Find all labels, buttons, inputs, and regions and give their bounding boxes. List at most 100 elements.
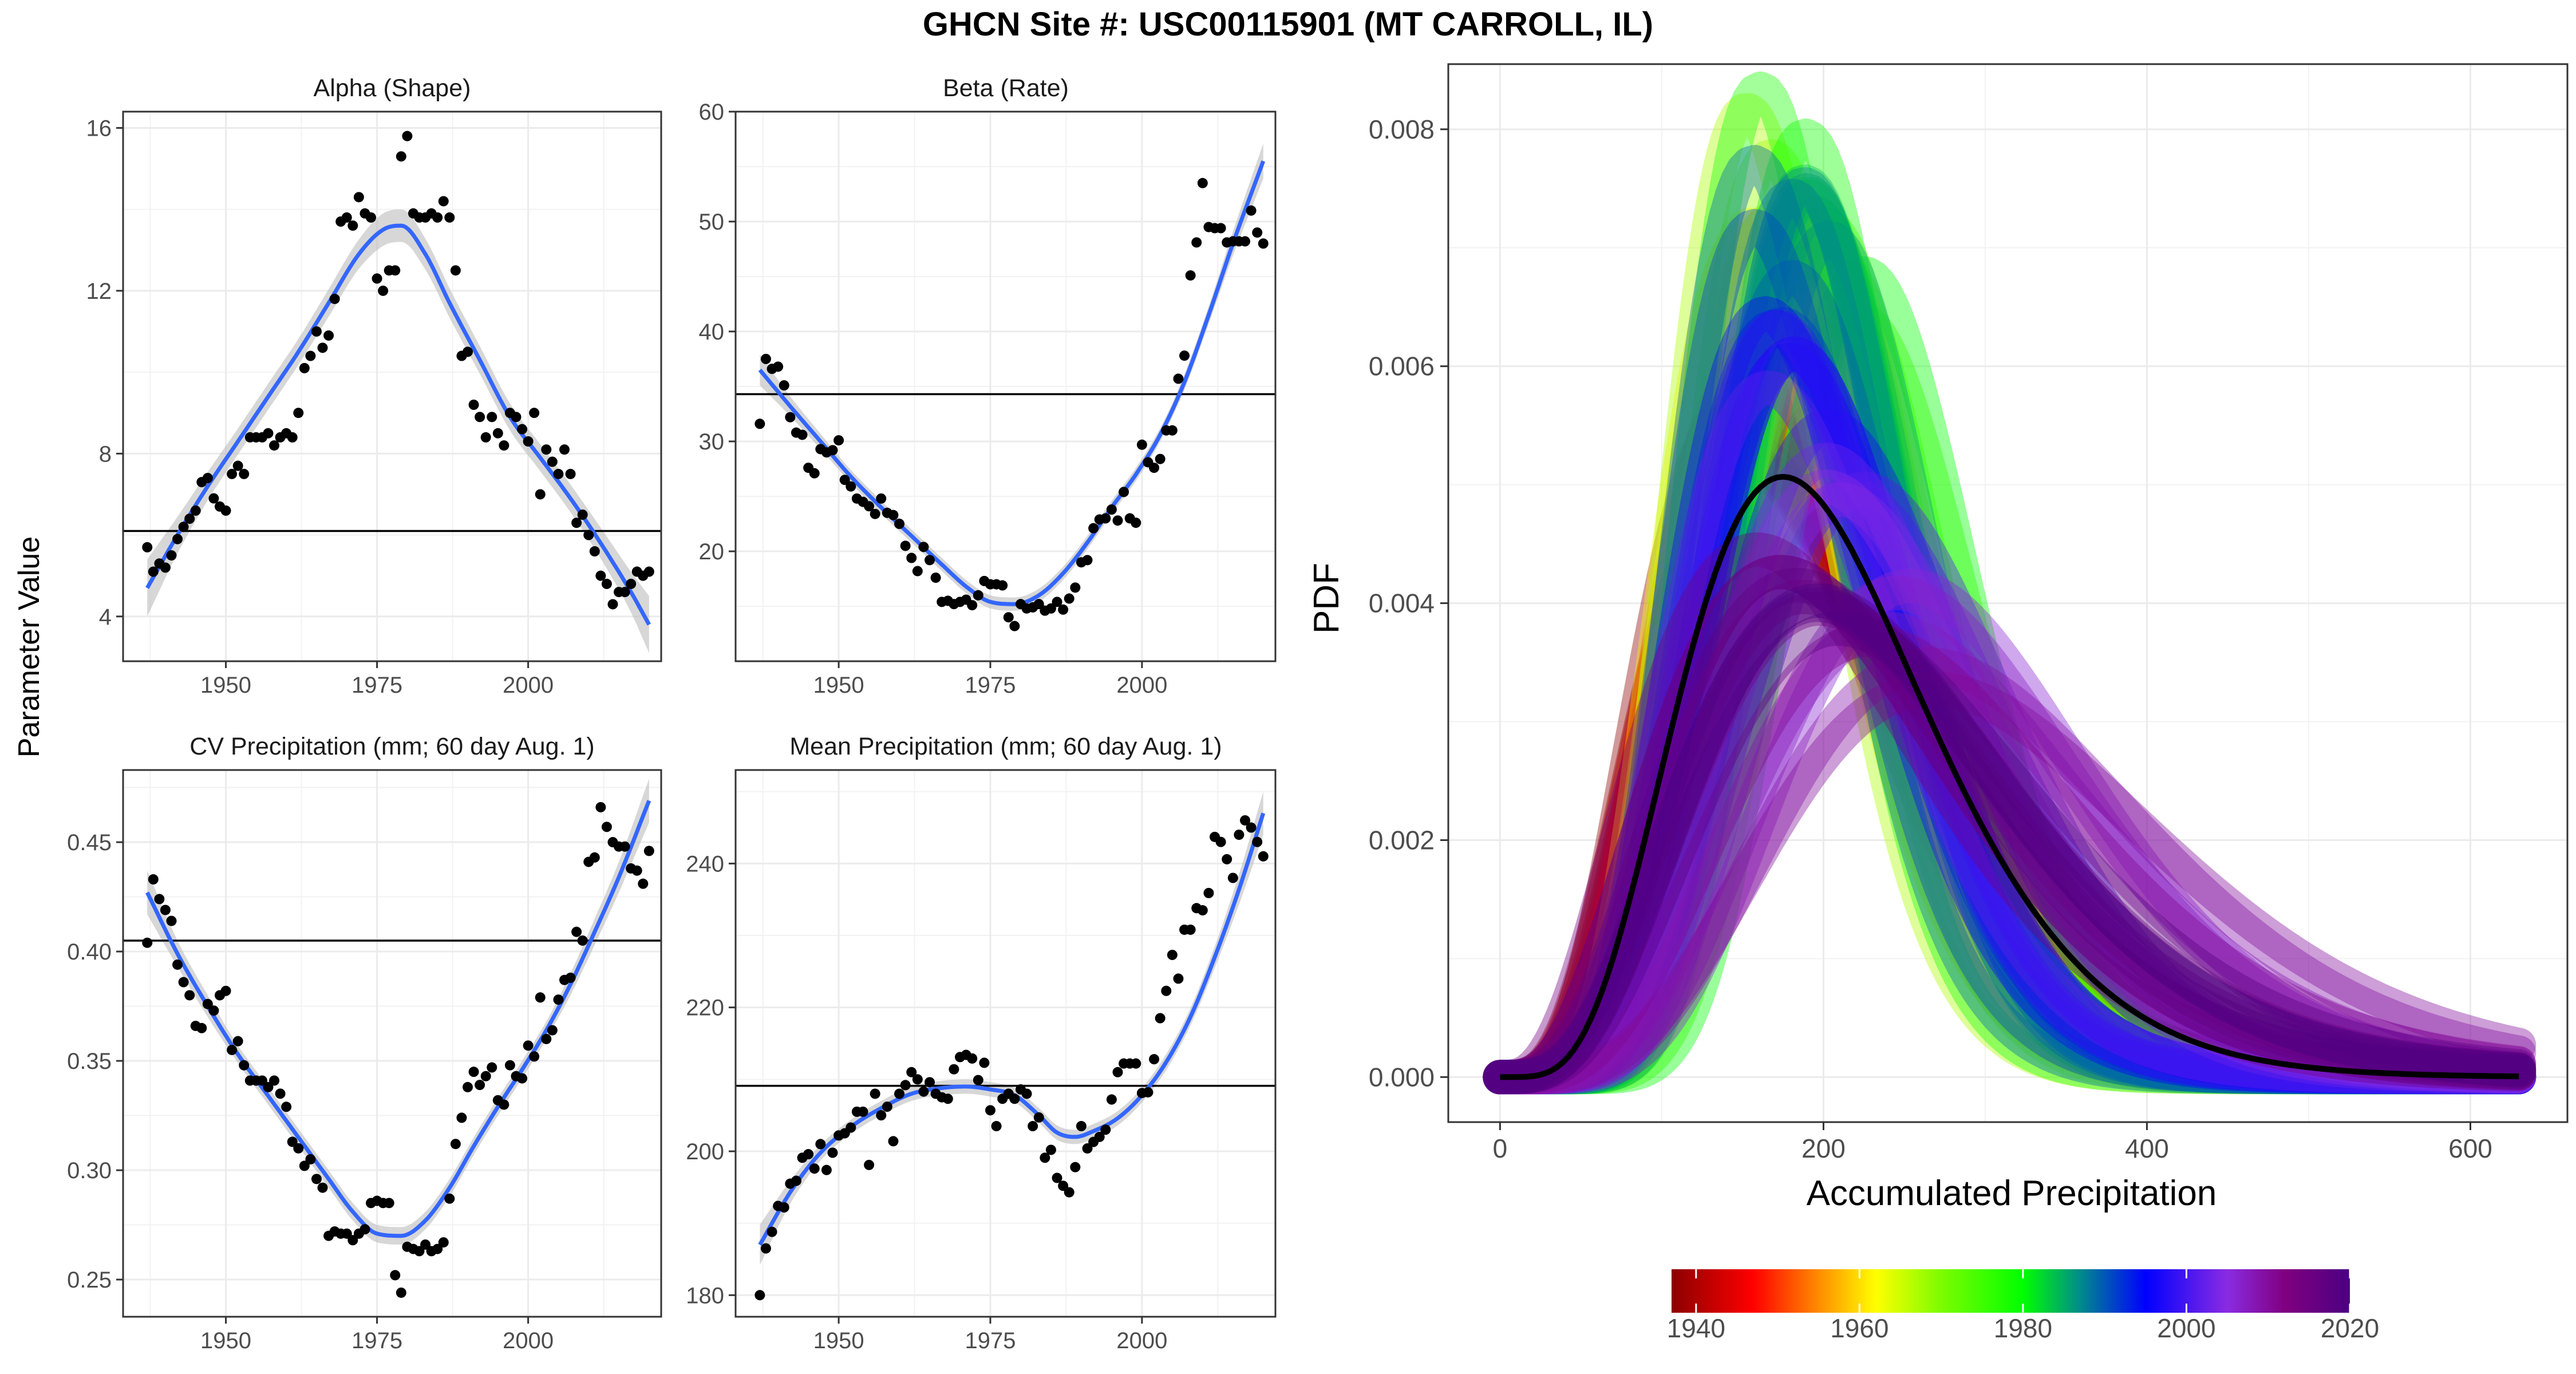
- mean-point: [1021, 1088, 1032, 1099]
- pdf-year-curve: [1483, 405, 2537, 1095]
- pdf-year-curve: [1483, 532, 2537, 1095]
- alpha-point: [269, 440, 280, 451]
- mean-point: [1143, 1087, 1153, 1097]
- beta-point: [1179, 350, 1190, 361]
- beta-point: [779, 380, 789, 391]
- alpha-point: [166, 550, 177, 561]
- cv-point: [341, 1228, 352, 1239]
- pdf-year-curve: [1483, 176, 2537, 1095]
- alpha-point: [396, 151, 406, 162]
- beta-point: [1246, 205, 1257, 216]
- pdf-year-curve: [1483, 342, 2537, 1095]
- cv-point: [208, 1005, 219, 1016]
- mean-point: [1203, 887, 1214, 898]
- cv-panel-border: [122, 769, 662, 1318]
- pdf-year-curve: [1483, 167, 2537, 1095]
- alpha-point: [227, 468, 238, 479]
- beta-point: [967, 600, 978, 611]
- pdf-year-curve: [1483, 222, 2537, 1095]
- beta-point: [912, 566, 923, 577]
- mean-point: [876, 1110, 887, 1121]
- cv-point: [553, 994, 564, 1005]
- beta-point: [809, 468, 820, 479]
- beta-point: [1155, 453, 1165, 464]
- shared-y-axis-label: Parameter Value: [13, 536, 46, 757]
- cv-point: [601, 822, 612, 832]
- cv-point: [595, 802, 606, 812]
- beta-point: [760, 354, 771, 364]
- beta-y-tick-label: 50: [699, 210, 725, 235]
- alpha-x-tick-label: 1975: [351, 673, 402, 698]
- cv-point: [420, 1239, 431, 1250]
- mean-point: [864, 1159, 875, 1170]
- pdf-year-curve: [1483, 301, 2537, 1095]
- alpha-point: [190, 505, 201, 516]
- mean-point: [912, 1074, 923, 1085]
- mean-point: [760, 1243, 771, 1254]
- mean-y-tick-label: 240: [686, 851, 724, 876]
- mean-panel-border: [734, 769, 1277, 1318]
- pdf-year-curve: [1483, 207, 2537, 1095]
- alpha-point: [366, 212, 377, 223]
- alpha-point: [293, 408, 304, 418]
- mean-point: [809, 1163, 820, 1174]
- mean-y-tick-label: 200: [686, 1139, 724, 1164]
- mean-point: [767, 1226, 777, 1237]
- mean-point: [1033, 1112, 1044, 1123]
- cv-point: [154, 894, 165, 905]
- alpha-point: [239, 468, 250, 479]
- cv-point: [287, 1136, 298, 1147]
- cv-point: [589, 852, 600, 863]
- alpha-point: [499, 440, 509, 451]
- beta-point: [876, 493, 887, 504]
- pdf-year-curve: [1483, 370, 2537, 1095]
- colorbar-tick-label: 1980: [1994, 1313, 2052, 1343]
- pdf-year-curve: [1483, 239, 2537, 1095]
- cv-point: [239, 1060, 250, 1071]
- pdf-panel-border: [1447, 63, 2569, 1123]
- pdf-year-curve: [1483, 243, 2537, 1095]
- mean-point: [1215, 836, 1226, 847]
- beta-point: [846, 481, 856, 492]
- mean-point: [942, 1093, 953, 1104]
- cv-panel: CV Precipitation (mm; 60 day Aug. 1) 0.2…: [67, 733, 662, 1353]
- cv-point: [523, 1040, 534, 1051]
- beta-point: [833, 435, 844, 446]
- cv-point: [275, 1088, 286, 1099]
- beta-panel-title: Beta (Rate): [943, 74, 1069, 102]
- alpha-point: [559, 444, 570, 455]
- mean-point: [754, 1290, 765, 1301]
- pdf-year-curve: [1483, 260, 2537, 1095]
- cv-point: [414, 1246, 425, 1257]
- mean-point: [821, 1164, 832, 1175]
- pdf-year-curve: [1483, 207, 2537, 1095]
- pdf-x-axis-label: Accumulated Precipitation: [1807, 1174, 2217, 1213]
- pdf-year-curve: [1483, 319, 2537, 1095]
- colorbar-tick-label: 2020: [2321, 1313, 2379, 1343]
- alpha-point: [329, 294, 340, 305]
- alpha-point: [468, 400, 479, 410]
- beta-point: [1052, 597, 1062, 607]
- beta-point: [1197, 177, 1208, 188]
- alpha-point: [565, 468, 576, 479]
- beta-point: [1240, 236, 1251, 247]
- pdf-year-curve: [1483, 579, 2537, 1095]
- alpha-point: [571, 518, 582, 528]
- pdf-year-curve: [1483, 591, 2537, 1095]
- cv-point: [475, 1080, 485, 1091]
- alpha-point: [287, 432, 298, 443]
- pdf-year-curve: [1483, 583, 2537, 1095]
- alpha-point: [595, 570, 606, 581]
- beta-point: [870, 508, 880, 519]
- beta-x-tick-label: 1975: [965, 673, 1016, 698]
- alpha-panel-title: Alpha (Shape): [314, 74, 471, 102]
- cv-point: [166, 915, 177, 926]
- beta-point: [785, 412, 796, 423]
- cv-point: [529, 1051, 540, 1062]
- pdf-year-curve: [1483, 406, 2537, 1095]
- beta-point: [918, 542, 929, 552]
- cv-point: [172, 959, 183, 970]
- beta-point: [1045, 603, 1056, 614]
- alpha-point: [323, 330, 334, 341]
